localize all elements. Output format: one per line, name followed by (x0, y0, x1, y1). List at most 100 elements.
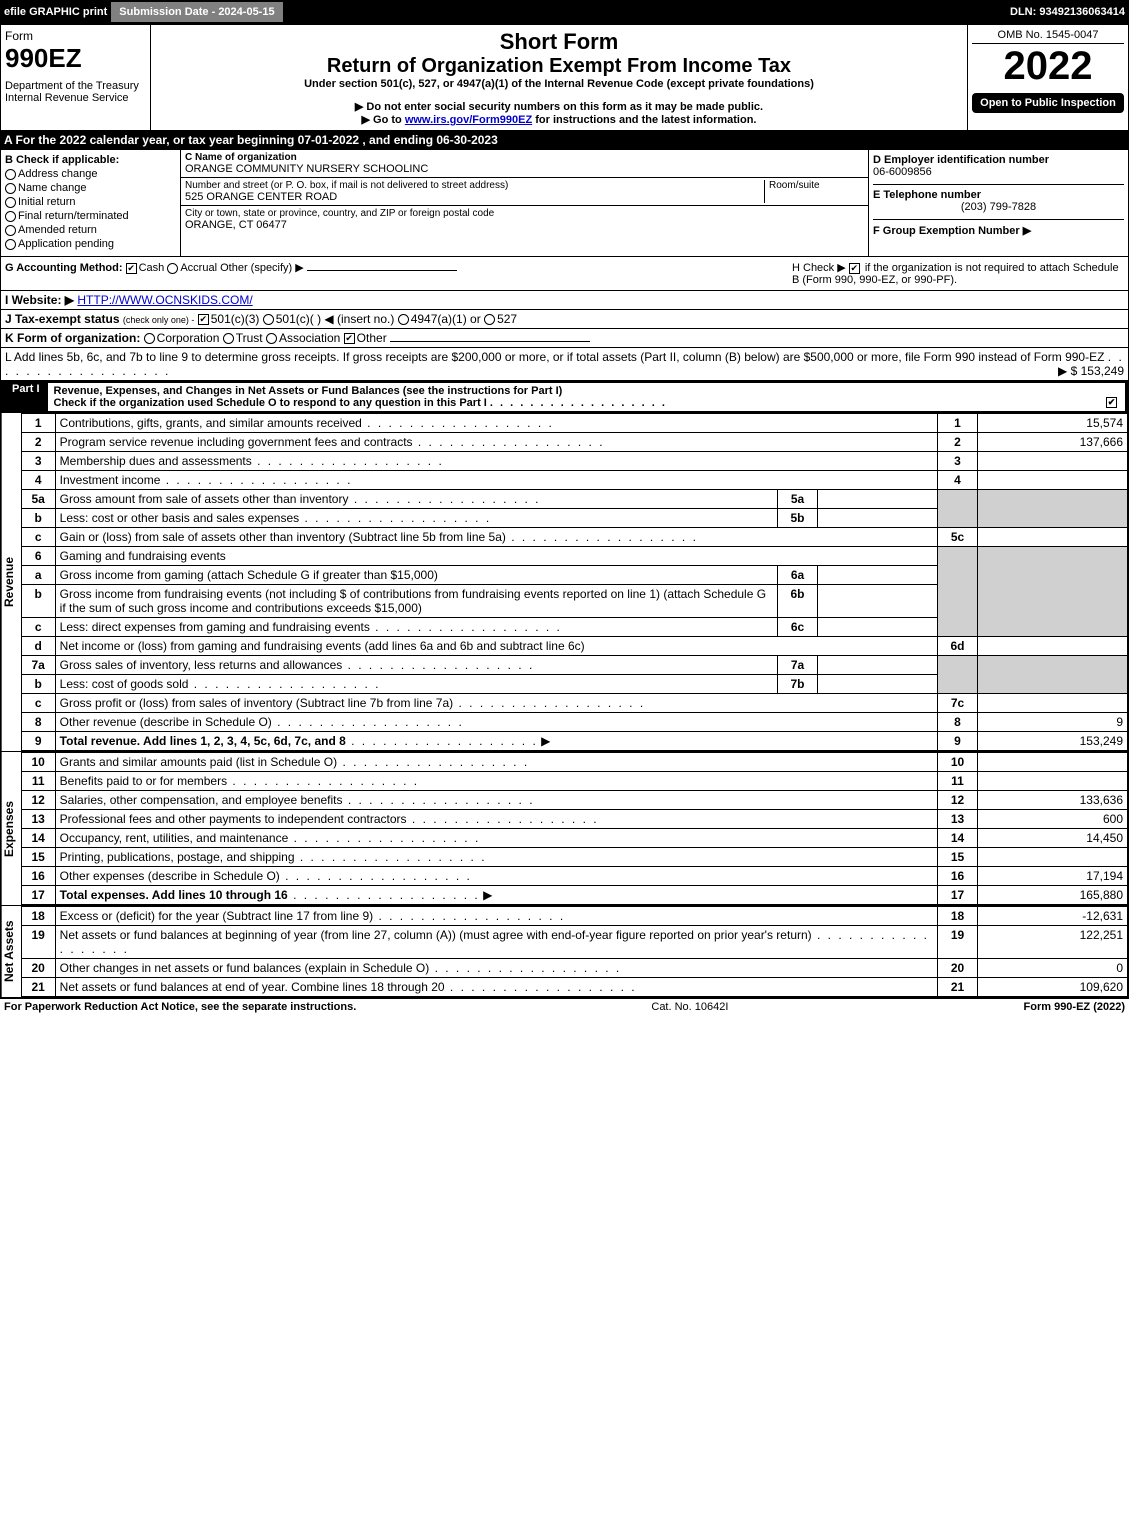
row-l: L Add lines 5b, 6c, and 7b to line 9 to … (0, 348, 1129, 381)
e-lbl: E Telephone number (873, 189, 981, 201)
cb-accrual[interactable] (167, 263, 178, 274)
form-label: Form (5, 29, 146, 43)
g-other: Other (specify) ▶ (220, 262, 304, 274)
cb-4947[interactable] (398, 314, 409, 325)
table-row: 15Printing, publications, postage, and s… (21, 848, 1127, 867)
k-o0: Corporation (157, 331, 220, 345)
footer-left: For Paperwork Reduction Act Notice, see … (4, 1001, 356, 1013)
footer-right: Form 990-EZ (2022) (1024, 1001, 1125, 1013)
header-right: OMB No. 1545-0047 2022 Open to Public In… (968, 25, 1128, 130)
efile-label: efile GRAPHIC print (4, 6, 107, 18)
part1-header: Part I Revenue, Expenses, and Changes in… (0, 381, 1129, 413)
top-bar: efile GRAPHIC print Submission Date - 20… (0, 0, 1129, 24)
cb-address-change[interactable] (5, 169, 16, 180)
table-row: 2Program service revenue including gover… (21, 433, 1127, 452)
table-row: 11Benefits paid to or for members11 (21, 772, 1127, 791)
street-lbl: Number and street (or P. O. box, if mail… (185, 180, 764, 191)
street: 525 ORANGE CENTER ROAD (185, 191, 764, 203)
k-lbl: K Form of organization: (5, 331, 140, 345)
netassets-section: Net Assets 18Excess or (deficit) for the… (0, 906, 1129, 998)
l-text: L Add lines 5b, 6c, and 7b to line 9 to … (5, 350, 1104, 364)
goto-pre: ▶ Go to (362, 114, 405, 126)
cb-527[interactable] (484, 314, 495, 325)
j-o4: 527 (497, 312, 517, 326)
expenses-tab: Expenses (1, 752, 21, 905)
table-row: 16Other expenses (describe in Schedule O… (21, 867, 1127, 886)
cb-corp[interactable] (144, 333, 155, 344)
col-def: D Employer identification number06-60098… (868, 150, 1128, 256)
part1-check: Check if the organization used Schedule … (54, 397, 487, 409)
cb-application-pending[interactable] (5, 239, 16, 250)
revenue-table: 1Contributions, gifts, grants, and simil… (21, 413, 1128, 751)
goto-post: for instructions and the latest informat… (532, 114, 756, 126)
b-opt-0: Address change (18, 168, 98, 180)
g-cash: Cash (139, 262, 165, 274)
cb-cash[interactable] (126, 263, 137, 274)
dept-label: Department of the Treasury (5, 80, 146, 92)
table-row: 19Net assets or fund balances at beginni… (21, 926, 1127, 959)
cb-h[interactable] (849, 263, 860, 274)
part1-title: Revenue, Expenses, and Changes in Net As… (54, 385, 563, 397)
revenue-section: Revenue 1Contributions, gifts, grants, a… (0, 413, 1129, 752)
table-row: cGain or (loss) from sale of assets othe… (21, 528, 1127, 547)
k-o2: Association (279, 331, 340, 345)
cb-amended-return[interactable] (5, 225, 16, 236)
cb-part1-scho[interactable] (1106, 397, 1117, 408)
org-name: ORANGE COMMUNITY NURSERY SCHOOLINC (185, 163, 864, 175)
cb-final-return[interactable] (5, 211, 16, 222)
j-o3: 4947(a)(1) or (411, 312, 481, 326)
table-row: 14Occupancy, rent, utilities, and mainte… (21, 829, 1127, 848)
city-lbl: City or town, state or province, country… (185, 208, 864, 219)
form-number: 990EZ (5, 43, 146, 74)
g-accrual: Accrual (180, 262, 217, 274)
netassets-tab: Net Assets (1, 906, 21, 997)
part1-label: Part I (4, 383, 48, 411)
cb-initial-return[interactable] (5, 197, 16, 208)
table-row: cGross profit or (loss) from sales of in… (21, 694, 1127, 713)
g-lbl: G Accounting Method: (5, 262, 123, 274)
cb-name-change[interactable] (5, 183, 16, 194)
header-center: Short Form Return of Organization Exempt… (151, 25, 968, 130)
row-i: I Website: ▶ HTTP://WWW.OCNSKIDS.COM/ (0, 291, 1129, 310)
page-footer: For Paperwork Reduction Act Notice, see … (0, 998, 1129, 1015)
j-note: (check only one) - (123, 315, 195, 325)
website-link[interactable]: HTTP://WWW.OCNSKIDS.COM/ (77, 293, 252, 307)
j-lbl: J Tax-exempt status (5, 312, 120, 326)
b-opt-4: Amended return (18, 224, 97, 236)
c-name-lbl: C Name of organization (185, 152, 297, 163)
h-text: H Check ▶ (792, 262, 849, 274)
d-lbl: D Employer identification number (873, 154, 1049, 166)
ein: 06-6009856 (873, 166, 932, 178)
submission-date: Submission Date - 2024-05-15 (111, 2, 282, 22)
cb-501c[interactable] (263, 314, 274, 325)
cb-other-org[interactable] (344, 333, 355, 344)
omb-number: OMB No. 1545-0047 (972, 29, 1124, 44)
b-opt-2: Initial return (18, 196, 75, 208)
cb-trust[interactable] (223, 333, 234, 344)
no-ssn-note: ▶ Do not enter social security numbers o… (155, 100, 963, 113)
goto-link[interactable]: www.irs.gov/Form990EZ (405, 114, 532, 126)
b-opt-1: Name change (18, 182, 87, 194)
dln: DLN: 93492136063414 (1010, 6, 1125, 18)
return-title: Return of Organization Exempt From Incom… (155, 55, 963, 78)
cb-assoc[interactable] (266, 333, 277, 344)
b-opt-3: Final return/terminated (18, 210, 129, 222)
cb-501c3[interactable] (198, 314, 209, 325)
table-row: 5aGross amount from sale of assets other… (21, 490, 1127, 509)
table-row: 21Net assets or fund balances at end of … (21, 978, 1127, 997)
table-row: dNet income or (loss) from gaming and fu… (21, 637, 1127, 656)
table-row: 12Salaries, other compensation, and empl… (21, 791, 1127, 810)
open-public-box: Open to Public Inspection (972, 93, 1124, 113)
table-row: 8Other revenue (describe in Schedule O)8… (21, 713, 1127, 732)
table-row: 6Gaming and fundraising events (21, 547, 1127, 566)
form-header: Form 990EZ Department of the Treasury In… (0, 24, 1129, 131)
info-grid: B Check if applicable: Address change Na… (0, 149, 1129, 257)
b-opt-5: Application pending (18, 238, 114, 250)
phone: (203) 799-7828 (873, 201, 1124, 213)
table-row: 9Total revenue. Add lines 1, 2, 3, 4, 5c… (21, 732, 1127, 751)
row-k: K Form of organization: Corporation Trus… (0, 329, 1129, 348)
b-title: B Check if applicable: (5, 154, 119, 166)
col-c: C Name of organization ORANGE COMMUNITY … (181, 150, 868, 256)
irs-label: Internal Revenue Service (5, 92, 146, 104)
expenses-section: Expenses 10Grants and similar amounts pa… (0, 752, 1129, 906)
